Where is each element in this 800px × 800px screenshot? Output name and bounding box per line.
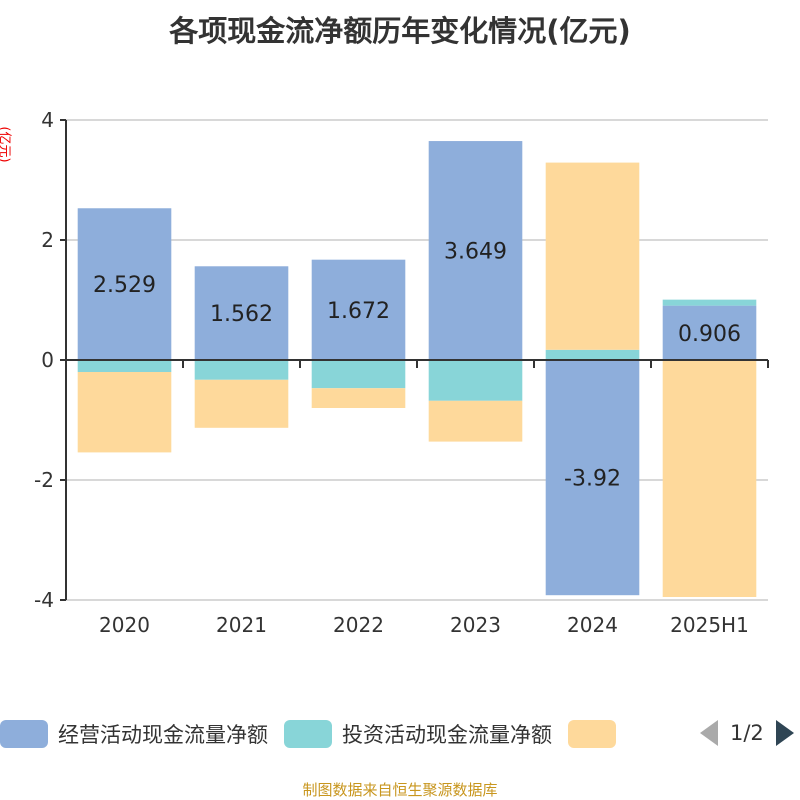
x-tick-label: 2021	[216, 613, 267, 637]
legend-swatch	[568, 720, 616, 748]
data-label: 3.649	[444, 240, 507, 265]
y-tick-label: 2	[41, 228, 54, 252]
legend-pager: 1/2	[700, 720, 794, 746]
bar-0	[194, 266, 289, 360]
data-label: 1.562	[210, 302, 273, 327]
legend-swatch	[0, 720, 48, 748]
bar-2	[428, 400, 523, 442]
legend-label: 经营活动现金流量净额	[58, 723, 268, 747]
chart-title: 各项现金流净额历年变化情况(亿元)	[169, 14, 631, 48]
legend-swatch	[284, 720, 332, 748]
bar-1	[545, 349, 640, 360]
bar-0	[545, 360, 640, 596]
y-tick-label: -2	[34, 468, 54, 492]
x-tick-label: 2020	[99, 613, 150, 637]
x-tick-label: 2024	[567, 613, 618, 637]
data-label: 0.906	[678, 322, 741, 347]
legend-page-indicator: 1/2	[730, 721, 764, 745]
y-tick-label: 0	[41, 348, 54, 372]
x-tick-label: 2023	[450, 613, 501, 637]
bar-2	[545, 162, 640, 350]
legend-item-operating[interactable]: 经营活动现金流量净额	[0, 719, 268, 749]
bar-0	[662, 305, 757, 360]
bar-2	[311, 388, 406, 408]
bar-1	[311, 360, 406, 389]
legend-item-investing[interactable]: 投资活动现金流量净额	[284, 719, 552, 749]
bar-2	[662, 360, 757, 597]
bar-2	[194, 379, 289, 428]
bar-2	[77, 372, 172, 453]
bar-1	[662, 299, 757, 306]
bar-0	[428, 141, 523, 360]
plot-area: 4 2 0 -2 -4 2.529 2020 1.562 2021 1.672 2022 3.649 2…	[34, 108, 769, 637]
source-note: 制图数据来自恒生聚源数据库	[302, 781, 498, 799]
x-tick-label: 2022	[333, 613, 384, 637]
y-tick-label: 4	[41, 108, 54, 132]
bar-1	[194, 360, 289, 380]
data-label: -3.92	[564, 467, 621, 492]
legend-next-icon[interactable]	[775, 720, 794, 746]
bar-0	[77, 208, 172, 360]
x-tick-label: 2025H1	[670, 613, 749, 637]
data-label: 1.672	[327, 299, 390, 324]
bar-1	[428, 360, 523, 401]
legend-prev-icon[interactable]	[700, 720, 718, 746]
bar-0	[311, 259, 406, 360]
bar-1	[77, 360, 172, 372]
legend: 经营活动现金流量净额 投资活动现金流量净额	[0, 716, 642, 752]
y-tick-label: -4	[34, 588, 54, 612]
data-label: 2.529	[93, 273, 156, 298]
legend-label: 投资活动现金流量净额	[342, 723, 552, 747]
legend-item-third[interactable]	[568, 720, 626, 748]
